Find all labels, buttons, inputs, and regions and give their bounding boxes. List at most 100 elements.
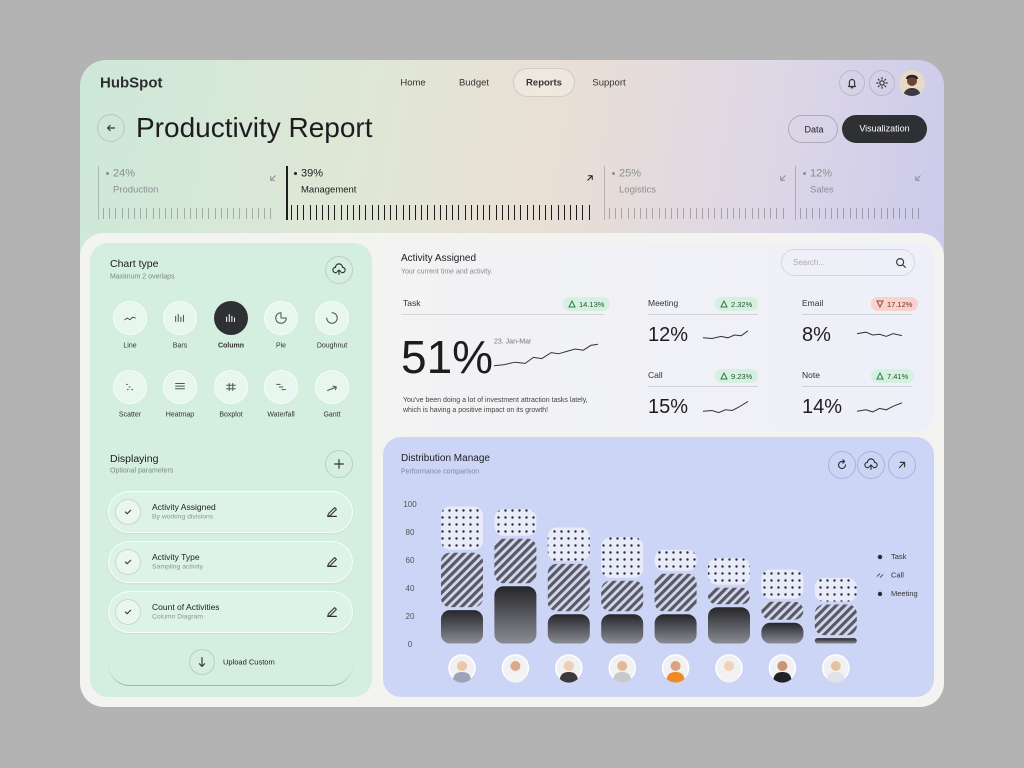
chart-option[interactable]	[113, 370, 147, 404]
y-tick-label: 0	[408, 640, 413, 649]
sparkline-path	[702, 400, 749, 414]
ruler-tick	[695, 208, 697, 219]
ruler-tick	[309, 205, 311, 220]
nav-active-pill[interactable]	[513, 68, 575, 97]
metric-label: Meeting	[648, 297, 679, 308]
legend-marker	[877, 554, 883, 560]
ruler-tick	[689, 208, 691, 219]
edit-icon[interactable]	[325, 555, 339, 569]
stat-divider	[795, 166, 796, 220]
nav-link[interactable]: Home	[400, 77, 426, 89]
sparkline-path	[493, 343, 599, 367]
metric-label: Email	[802, 297, 824, 308]
bar-segment	[761, 569, 804, 599]
ruler-tick	[402, 205, 404, 220]
settings-button[interactable]	[869, 70, 895, 96]
search-placeholder: Search...	[793, 258, 826, 267]
view-button-label: Data	[804, 124, 824, 135]
upload-custom-button[interactable]	[189, 649, 215, 675]
back-button[interactable]	[97, 114, 125, 142]
stat-trend-icon	[584, 171, 596, 183]
chart-option[interactable]	[214, 301, 248, 335]
ruler-tick	[103, 208, 104, 219]
ruler-tick	[539, 205, 540, 220]
icon	[334, 459, 344, 469]
nav-link[interactable]: Budget	[458, 77, 490, 89]
upload-button[interactable]	[857, 451, 885, 479]
user-avatar[interactable]	[899, 70, 925, 96]
sparkline-path	[702, 330, 749, 340]
change-value: 9.23%	[731, 371, 753, 381]
ruler-tick	[576, 205, 578, 220]
search-box[interactable]: Search...	[781, 249, 915, 276]
nav-link[interactable]: Reports	[526, 77, 562, 89]
search-icon	[894, 256, 908, 270]
ruler-tick	[121, 208, 123, 219]
parameter-check	[115, 549, 141, 575]
ruler-tick	[183, 208, 185, 219]
stat-divider	[286, 166, 288, 220]
ruler-tick	[233, 208, 235, 219]
trend-icon	[876, 372, 884, 380]
distribution-chart: 0 20 40 60 80 100 Task Call Meeting	[403, 500, 918, 683]
upload-area	[108, 640, 353, 686]
add-parameter-button[interactable]	[325, 450, 353, 478]
ruler-tick	[714, 208, 716, 219]
icon	[275, 312, 287, 324]
y-tick-label: 60	[406, 556, 415, 565]
avatar-body	[826, 672, 845, 683]
chart-option-label: Doughnut	[316, 342, 348, 350]
chart-option[interactable]	[163, 301, 197, 335]
upload-button[interactable]	[325, 256, 353, 284]
bar-segment	[601, 580, 644, 612]
expand-button[interactable]	[888, 451, 916, 479]
avatar-head	[457, 661, 467, 671]
bar-segment	[441, 552, 483, 608]
ruler-tick	[899, 208, 901, 219]
icon	[226, 382, 236, 392]
ruler-tick	[917, 208, 919, 219]
edit-icon[interactable]	[325, 605, 339, 619]
stat-trend-icon	[267, 171, 279, 183]
ruler-tick	[371, 205, 373, 220]
chart-option[interactable]	[315, 301, 349, 335]
chart-option[interactable]	[113, 301, 147, 335]
icon	[198, 657, 206, 667]
view-button[interactable]: Visualization	[842, 115, 927, 143]
bar-segment	[654, 573, 697, 612]
parameter-row[interactable]	[108, 541, 353, 583]
chart-option[interactable]	[163, 370, 197, 404]
nav-link[interactable]: Support	[592, 77, 626, 89]
chart-option[interactable]	[315, 370, 349, 404]
ruler-tick	[165, 208, 166, 219]
ruler-tick	[508, 205, 509, 220]
refresh-button[interactable]	[828, 451, 856, 479]
y-tick-label: 80	[406, 528, 415, 537]
change-badge: 9.23%	[715, 369, 759, 383]
view-button[interactable]: Data	[788, 115, 838, 143]
ruler-tick	[818, 208, 820, 219]
parameter-row[interactable]	[108, 591, 353, 633]
trend-icon	[568, 300, 576, 308]
ruler-tick	[359, 205, 361, 220]
stat-trend-icon	[777, 171, 789, 183]
stat-bullet	[294, 172, 297, 175]
ruler-tick	[880, 208, 882, 219]
ruler-tick	[340, 205, 342, 220]
stat-label: Sales	[810, 184, 834, 196]
ruler-tick	[446, 205, 447, 220]
ruler-tick	[377, 205, 379, 220]
icon	[175, 313, 185, 323]
edit-icon[interactable]	[325, 505, 339, 519]
ruler-tick	[146, 208, 148, 219]
task-description: You've been doing a lot of investment at…	[403, 397, 588, 414]
notifications-button[interactable]	[839, 70, 865, 96]
ruler-tick	[315, 205, 317, 220]
bar-segment	[708, 607, 750, 644]
parameter-row[interactable]	[108, 491, 353, 533]
ruler-tick	[501, 205, 503, 220]
chart-option[interactable]	[264, 301, 298, 335]
chart-option[interactable]	[214, 370, 248, 404]
ruler-tick	[893, 208, 894, 219]
chart-option[interactable]	[264, 370, 298, 404]
